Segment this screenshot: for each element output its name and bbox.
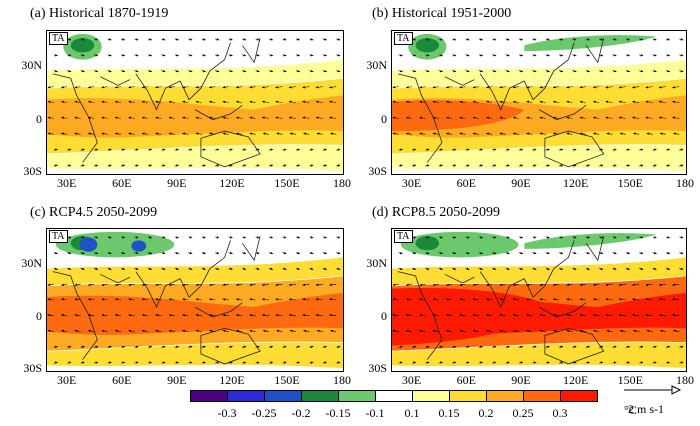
colorbar-unit: °C <box>624 403 637 417</box>
colorbar-swatch <box>301 390 339 402</box>
longitude-label: 180 <box>333 373 351 387</box>
longitude-label: 150E <box>274 373 300 387</box>
longitude-label: 150E <box>274 176 300 190</box>
longitude-label: 30E <box>57 176 77 190</box>
colorbar-swatch <box>375 390 413 402</box>
longitude-label: 120E <box>562 176 589 190</box>
colorbar-swatch <box>264 390 302 402</box>
longitude-label: 180 <box>676 373 694 387</box>
longitude-label: 120E <box>219 176 245 190</box>
map-canvas <box>47 229 343 371</box>
longitude-label: 90E <box>167 373 187 387</box>
map-panel: TA <box>46 30 344 175</box>
reference-vector-label: 2 m s-1 <box>628 402 664 416</box>
latitude-label: 0 <box>381 309 387 324</box>
latitude-label: 0 <box>36 309 42 324</box>
panel-title: (b) Historical 1951-2000 <box>372 6 512 21</box>
latitude-label: 30S <box>368 163 387 178</box>
map-panel: TA <box>391 30 687 175</box>
longitude-label: 30E <box>401 373 422 387</box>
colorbar-swatch <box>227 390 265 402</box>
longitude-label: 60E <box>456 176 476 190</box>
longitude-label: 150E <box>617 176 643 190</box>
latitude-label: 0 <box>381 112 387 127</box>
panel-title: (c) RCP4.5 2050-2099 <box>30 205 158 220</box>
map-canvas <box>392 31 686 174</box>
colorbar-swatch <box>190 390 228 402</box>
latitude-label: 30N <box>21 57 42 72</box>
colorbar-swatch <box>560 390 598 402</box>
colorbar-level-label: 0.3 <box>552 406 568 420</box>
colorbar-swatch <box>449 390 487 402</box>
ta-tag: TA <box>394 32 413 45</box>
panel-title: (a) Historical 1870-1919 <box>30 6 169 21</box>
reference-vector-arrow <box>624 385 682 395</box>
colorbar-swatch <box>486 390 524 402</box>
colorbar-swatch <box>412 390 450 402</box>
ta-tag: TA <box>49 230 68 243</box>
longitude-label: 180 <box>676 176 694 190</box>
map-panel: TA <box>391 228 687 372</box>
map-canvas <box>392 229 686 371</box>
longitude-label: 120E <box>219 373 245 387</box>
map-canvas <box>47 31 343 174</box>
colorbar-level-label: -0.1 <box>365 406 385 420</box>
longitude-label: 120E <box>562 373 589 387</box>
longitude-label: 30E <box>401 176 422 190</box>
colorbar-level-label: 0.15 <box>438 406 460 420</box>
longitude-label: 60E <box>112 176 132 190</box>
colorbar-level-label: 0.25 <box>512 406 534 420</box>
longitude-label: 90E <box>511 176 531 190</box>
latitude-label: 30S <box>23 163 42 178</box>
colorbar-level-label: -0.2 <box>291 406 311 420</box>
longitude-label: 180 <box>333 176 351 190</box>
panel-title: (d) RCP8.5 2050-2099 <box>372 205 500 220</box>
longitude-label: 60E <box>456 373 476 387</box>
latitude-label: 30N <box>366 255 387 270</box>
colorbar-level-label: 0.2 <box>478 406 494 420</box>
longitude-label: 90E <box>167 176 187 190</box>
latitude-label: 30S <box>23 360 42 375</box>
latitude-label: 30S <box>368 360 387 375</box>
ta-tag: TA <box>49 32 68 45</box>
colorbar-swatch <box>338 390 376 402</box>
latitude-label: 0 <box>36 112 42 127</box>
colorbar-level-label: 0.1 <box>404 406 420 420</box>
colorbar-swatch <box>523 390 561 402</box>
colorbar-level-label: -0.25 <box>251 406 277 420</box>
latitude-label: 30N <box>366 57 387 72</box>
latitude-label: 30N <box>21 255 42 270</box>
ta-tag: TA <box>394 230 413 243</box>
longitude-label: 30E <box>57 373 77 387</box>
colorbar-level-label: -0.15 <box>325 406 351 420</box>
map-panel: TA <box>46 228 344 372</box>
longitude-label: 90E <box>511 373 531 387</box>
colorbar-level-label: -0.3 <box>217 406 237 420</box>
longitude-label: 60E <box>112 373 132 387</box>
longitude-label: 150E <box>617 373 643 387</box>
